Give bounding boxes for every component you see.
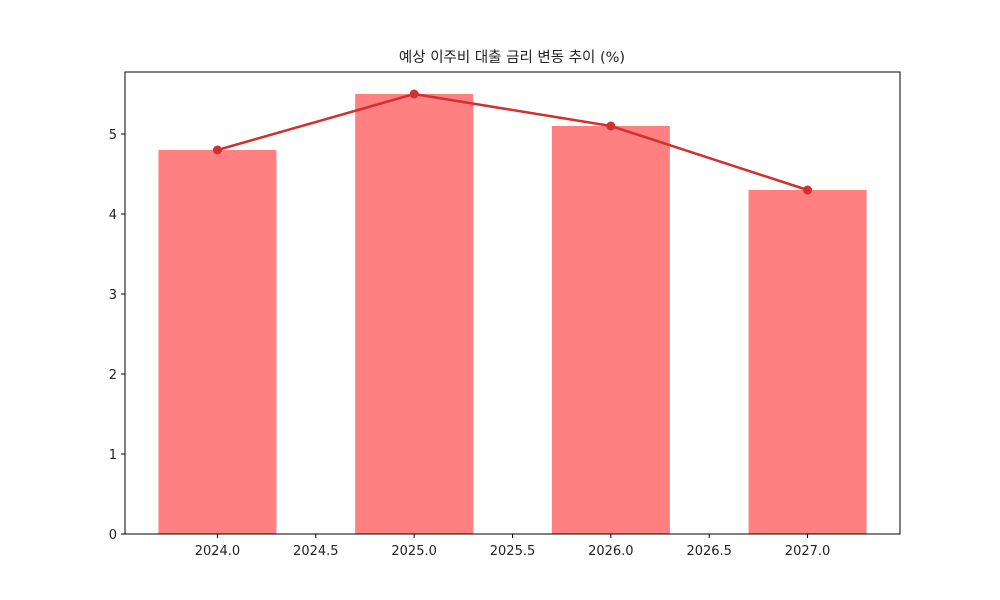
bar-2027 (748, 190, 867, 534)
y-tick-label: 2 (109, 368, 117, 383)
point-marker-2027 (803, 185, 813, 195)
x-axis: 2024.0 2024.5 2025.0 2025.5 2026.0 2026.5 2027… (195, 534, 831, 559)
x-tick-label: 2025.5 (490, 544, 536, 559)
point-marker-2026 (606, 121, 616, 131)
y-tick-label: 3 (109, 288, 117, 303)
x-tick-label: 2025.0 (391, 544, 437, 559)
trend-line (217, 92, 808, 192)
y-tick-label: 0 (109, 528, 117, 543)
bar-2024 (158, 150, 277, 534)
x-tick-label: 2024.0 (195, 544, 241, 559)
x-tick-label: 2026.0 (588, 544, 634, 559)
bar-2026 (551, 126, 670, 534)
point-marker-2024 (212, 145, 222, 155)
point-marker-2025 (409, 89, 419, 99)
x-tick-label: 2027.0 (785, 544, 831, 559)
x-tick-label: 2026.5 (686, 544, 732, 559)
chart-title: 예상 이주비 대출 금리 변동 추이 (%) (399, 49, 625, 66)
y-tick-label: 4 (109, 208, 117, 223)
y-axis: 0 1 2 3 4 5 (109, 128, 125, 543)
y-tick-label: 5 (109, 128, 117, 143)
y-tick-label: 1 (109, 448, 117, 463)
bars (158, 94, 867, 534)
line-series (212, 89, 813, 195)
x-tick-label: 2024.5 (293, 544, 339, 559)
bar-2025 (355, 94, 474, 534)
